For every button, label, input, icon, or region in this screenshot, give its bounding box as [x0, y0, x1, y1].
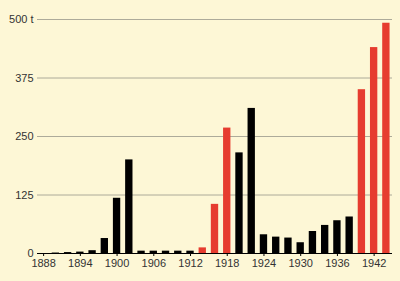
svg-text:1894: 1894 [68, 257, 92, 269]
svg-text:1918: 1918 [215, 257, 239, 269]
svg-text:1924: 1924 [252, 257, 276, 269]
svg-text:500 t: 500 t [9, 13, 33, 25]
svg-text:1936: 1936 [325, 257, 349, 269]
svg-text:1906: 1906 [142, 257, 166, 269]
svg-text:250: 250 [15, 130, 33, 142]
svg-text:375: 375 [15, 72, 33, 84]
svg-text:125: 125 [15, 189, 33, 201]
svg-text:1942: 1942 [362, 257, 386, 269]
svg-text:1900: 1900 [105, 257, 129, 269]
svg-text:1912: 1912 [178, 257, 202, 269]
svg-text:0: 0 [27, 247, 34, 259]
svg-text:1930: 1930 [288, 257, 312, 269]
svg-text:1888: 1888 [31, 257, 55, 269]
